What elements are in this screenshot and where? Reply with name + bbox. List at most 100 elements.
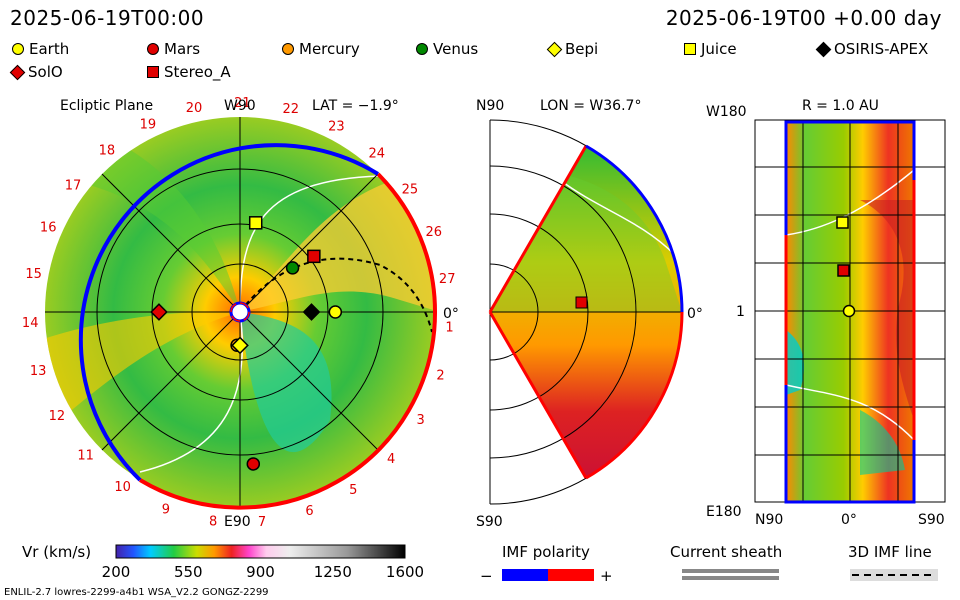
carrington-tick-3: 3: [416, 413, 424, 428]
bodies: [150, 216, 343, 471]
colorbar: Vr (km/s) 200 550 900 1250 1600: [22, 543, 424, 581]
carrington-tick-20: 20: [186, 101, 203, 116]
model-info: ENLIL-2.7 lowres-2299-a4b1 WSA_V2.2 GONG…: [4, 587, 269, 598]
imf-polarity-legend: IMF polarity − +: [480, 543, 613, 585]
carrington-tick-13: 13: [30, 364, 47, 379]
colorbar-ticks: 200 550 900 1250 1600: [102, 563, 424, 581]
carrington-tick-17: 17: [65, 179, 82, 194]
body-bepi: [231, 336, 249, 355]
polarity-ring-positive: [138, 172, 438, 510]
legend-item-stereo-a: Stereo_A: [147, 63, 231, 81]
colorbar-gradient: [115, 544, 406, 559]
colorbar-tick-1250: 1250: [314, 563, 352, 581]
lat-label: LAT = −1.9°: [312, 98, 399, 114]
carrington-tick-24: 24: [369, 147, 386, 162]
body-mars: [246, 457, 261, 471]
current-sheath-label: Current sheath: [670, 543, 782, 561]
imf-line: [239, 257, 433, 333]
square-icon: [684, 43, 696, 55]
body-osiris-apex: [302, 303, 321, 321]
circle-icon: [147, 43, 159, 55]
imf-minus: −: [480, 567, 493, 585]
sphere-x-label-2: S90: [918, 512, 945, 528]
carrington-tick-14: 14: [22, 316, 39, 331]
circle-icon: [416, 43, 428, 55]
legend-item-solo: SolO: [9, 63, 63, 81]
legend-label: Bepi: [565, 40, 599, 58]
polarity-ring-negative: [78, 143, 380, 482]
carrington-tick-21: 21: [234, 96, 251, 111]
carrington-tick-7: 7: [258, 515, 266, 530]
body-venus: [285, 261, 300, 275]
sphere-x-label-1: 0°: [841, 512, 857, 528]
current-sheath-legend: Current sheath: [670, 543, 782, 580]
carrington-tick-23: 23: [328, 119, 345, 134]
carrington-tick-26: 26: [426, 225, 443, 240]
legend-item-mars: Mars: [147, 40, 200, 58]
legend-item-earth: Earth: [12, 40, 69, 58]
sphere-juice-marker: [836, 216, 849, 229]
sphere-stereo-a-marker: [837, 264, 850, 277]
body-stereo-a: [307, 249, 321, 264]
circle-icon: [12, 43, 24, 55]
legend-label: OSIRIS-APEX: [834, 40, 929, 58]
imf-plus: +: [600, 567, 613, 585]
sphere-earth-marker: [842, 304, 856, 318]
colorbar-tick-200: 200: [102, 563, 131, 581]
meridional-right-label: 0°: [687, 306, 703, 322]
legend-label: Stereo_A: [164, 63, 231, 81]
carrington-tick-2: 2: [436, 369, 444, 384]
carrington-tick-11: 11: [77, 448, 94, 463]
carrington-tick-5: 5: [349, 483, 357, 498]
body-earth: [328, 305, 343, 319]
meridional-stereo-a-marker: [575, 296, 588, 309]
carrington-tick-8: 8: [209, 514, 217, 529]
imf-line-label: 3D IMF line: [848, 543, 932, 561]
r-label: R = 1.0 AU: [802, 98, 879, 114]
left-datetime: 2025-06-19T00:00: [10, 6, 205, 30]
meridional-bottom-label: S90: [476, 514, 503, 530]
imf-polarity-label: IMF polarity: [502, 543, 590, 561]
ecliptic-bottom-label: E90: [224, 514, 251, 530]
carrington-tick-9: 9: [162, 503, 170, 518]
imf-negative-swatch: [502, 569, 548, 581]
square-icon: [147, 66, 159, 78]
carrington-tick-22: 22: [283, 102, 300, 117]
legend-label: Mars: [164, 40, 201, 58]
colorbar-tick-550: 550: [174, 563, 203, 581]
carrington-tick-15: 15: [25, 267, 42, 282]
ecliptic-right-label: 0°: [443, 306, 459, 322]
legend-item-venus: Venus: [416, 40, 478, 58]
carrington-tick-4: 4: [387, 452, 395, 467]
legend-label: SolO: [28, 63, 63, 81]
carrington-tick-25: 25: [402, 183, 419, 198]
ecliptic-title: Ecliptic Plane: [60, 98, 153, 114]
legend-label: Juice: [701, 40, 737, 58]
carrington-tick-19: 19: [140, 117, 157, 132]
body-solo: [150, 303, 168, 321]
carrington-tick-1: 1: [445, 321, 453, 336]
carrington-tick-12: 12: [49, 409, 66, 424]
sphere-panel: R = 1.0 AU W180 1 E180 N90 0° S90: [706, 98, 946, 528]
right-datetime: 2025-06-19T00 +0.00 day: [665, 6, 942, 30]
ecliptic-top-label: W90: [224, 98, 256, 114]
colorbar-tick-900: 900: [246, 563, 275, 581]
meridional-top-label: N90: [476, 98, 504, 114]
circle-icon: [282, 43, 294, 55]
legend-item-juice: Juice: [684, 40, 737, 58]
sphere-x-label-0: N90: [755, 512, 783, 528]
carrington-tick-18: 18: [99, 144, 116, 159]
imf-positive-swatch: [548, 569, 594, 581]
lon-label: LON = W36.7°: [540, 98, 641, 114]
body-juice: [248, 216, 263, 230]
carrington-tick-27: 27: [439, 272, 456, 287]
legend-item-osiris-apex: OSIRIS-APEX: [815, 40, 929, 58]
meridional-panel: N90 S90 0° LON = W36.7°: [476, 98, 703, 530]
legend-label: Mercury: [299, 40, 360, 58]
sphere-top-left-label: W180: [706, 104, 747, 120]
carrington-tick-16: 16: [40, 221, 57, 236]
sphere-bottom-left-label: E180: [706, 504, 742, 520]
